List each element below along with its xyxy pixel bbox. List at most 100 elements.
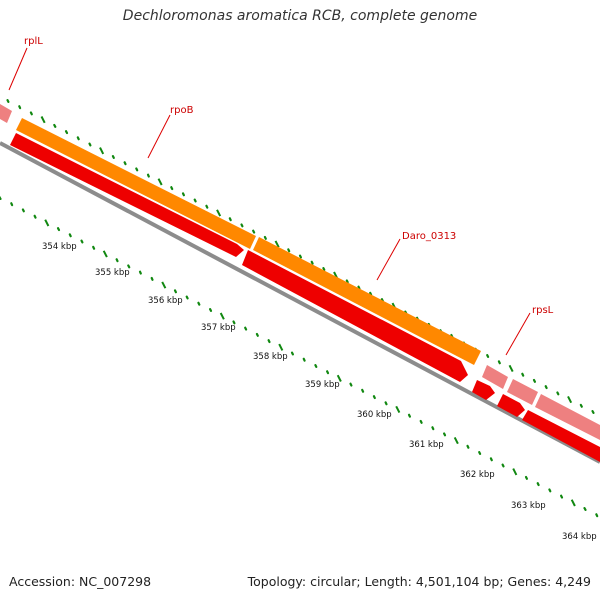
minor-tick [559, 494, 564, 499]
accession-text: Accession: NC_007298 [9, 574, 152, 589]
minor-tick [486, 354, 490, 358]
minor-tick [29, 111, 33, 116]
minor-tick [369, 291, 373, 296]
minor-tick [497, 360, 501, 365]
minor-tick [127, 264, 131, 269]
major-tick [274, 240, 280, 248]
kbp-tick-label: 363 kbp [511, 501, 546, 511]
inner-tick-ring [0, 196, 599, 518]
minor-tick [21, 208, 25, 213]
minor-tick [489, 457, 493, 462]
minor-tick [524, 475, 529, 480]
minor-tick [92, 245, 96, 250]
minor-tick [314, 364, 318, 368]
gene-label: Daro_0313 [402, 231, 456, 242]
minor-tick [209, 308, 213, 312]
minor-tick [287, 248, 291, 253]
kbp-tick-label: 364 kbp [562, 532, 597, 542]
major-tick [219, 312, 225, 320]
minor-tick [302, 357, 306, 362]
minor-tick [185, 295, 189, 300]
minor-tick [372, 395, 376, 400]
minor-tick [501, 463, 505, 468]
minor-tick [419, 419, 423, 424]
gene-red-5[interactable] [522, 410, 600, 462]
leader-rpoB [147, 114, 171, 159]
gene-red-4[interactable] [497, 394, 525, 417]
minor-tick [310, 260, 314, 265]
minor-tick [595, 513, 599, 518]
minor-tick [298, 254, 302, 259]
minor-tick [0, 196, 2, 200]
major-tick [453, 436, 459, 445]
minor-tick [18, 105, 22, 110]
minor-tick [478, 451, 482, 455]
minor-tick [80, 239, 84, 244]
outer-tick-ring [6, 98, 595, 414]
genome-backbone [0, 141, 600, 464]
minor-tick [290, 351, 294, 356]
minor-tick [345, 279, 349, 284]
minor-tick [556, 391, 560, 396]
minor-tick [326, 370, 330, 375]
major-tick [99, 147, 105, 155]
major-tick [40, 116, 46, 124]
minor-tick [263, 235, 267, 240]
major-tick [44, 219, 50, 227]
minor-tick [181, 192, 185, 197]
minor-tick [53, 123, 57, 128]
gene-label: rpsL [532, 305, 554, 316]
kbp-tick-label: 359 kbp [305, 380, 340, 390]
genome-summary-text: Topology: circular; Length: 4,501,104 bp… [247, 574, 591, 589]
minor-tick [466, 444, 470, 449]
major-tick [395, 405, 401, 414]
minor-tick [357, 285, 361, 290]
major-tick [336, 374, 342, 382]
minor-tick [255, 332, 259, 337]
minor-tick [88, 142, 92, 147]
minor-tick [10, 202, 14, 207]
minor-tick [532, 378, 537, 383]
minor-tick [443, 432, 447, 437]
minor-tick [252, 229, 256, 234]
gene-pink-3[interactable] [535, 394, 600, 440]
minor-tick [111, 155, 115, 159]
kbp-tick-label: 358 kbp [253, 352, 288, 362]
gene-label: rpoB [170, 105, 194, 116]
gene-rplL[interactable] [0, 104, 12, 123]
gene-orange-2[interactable] [253, 237, 481, 365]
minor-tick [591, 410, 595, 414]
leader-rplL [8, 47, 28, 91]
minor-tick [33, 214, 37, 219]
gene-label: rplL [24, 36, 43, 47]
major-tick [278, 343, 284, 351]
minor-tick [6, 98, 10, 104]
minor-tick [138, 270, 142, 275]
minor-tick [232, 320, 236, 325]
kbp-tick-label: 360 kbp [357, 410, 392, 420]
major-tick [508, 364, 514, 373]
major-tick [102, 250, 108, 258]
minor-tick [583, 507, 587, 511]
leader-rpsL [505, 312, 531, 356]
major-tick [157, 178, 163, 186]
gene-pink-2[interactable] [507, 379, 538, 405]
gene-rpoB-orange[interactable] [16, 118, 256, 249]
gene-red-3[interactable] [472, 380, 495, 400]
minor-tick [64, 130, 69, 135]
minor-tick [521, 372, 525, 377]
gene-rpoB[interactable] [10, 133, 244, 257]
minor-tick [431, 426, 435, 431]
kbp-tick-label: 362 kbp [460, 470, 495, 480]
gene-rpsL[interactable] [482, 365, 508, 389]
minor-tick [146, 173, 150, 178]
gene-Daro_0313[interactable] [242, 250, 468, 382]
minor-tick [56, 227, 61, 232]
minor-tick [384, 401, 388, 406]
minor-tick [193, 198, 197, 203]
kbp-tick-label: 357 kbp [201, 323, 236, 333]
kbp-tick-label: 355 kbp [95, 268, 130, 278]
minor-tick [322, 267, 326, 271]
minor-tick [68, 233, 72, 238]
